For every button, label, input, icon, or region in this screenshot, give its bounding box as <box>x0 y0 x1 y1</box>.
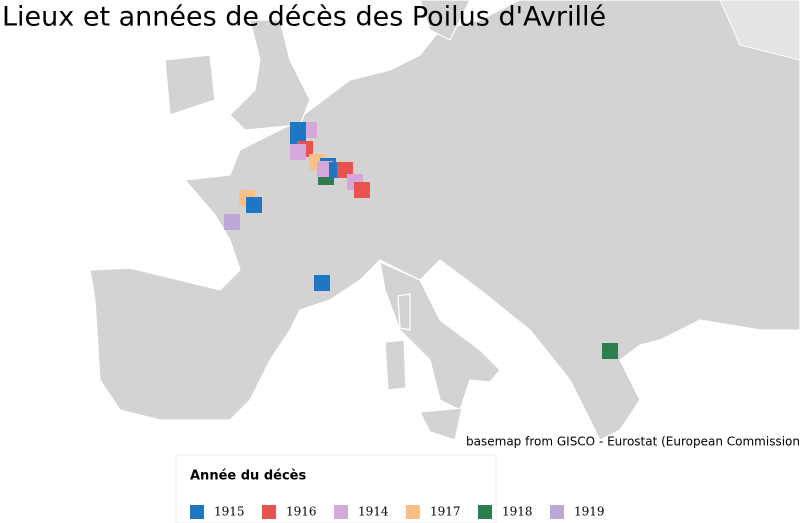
outer-region <box>719 0 800 61</box>
markers <box>224 122 618 359</box>
scandinavia <box>419 0 471 41</box>
location-marker <box>224 214 240 230</box>
sardinia <box>384 339 407 391</box>
corsica <box>397 293 411 331</box>
legend-swatch <box>406 505 420 519</box>
attribution: basemap from GISCO - Eurostat (European … <box>466 435 800 449</box>
legend-label: 1914 <box>358 505 389 519</box>
legend-label: 1917 <box>430 505 461 519</box>
legend-swatch <box>334 505 348 519</box>
map-title: Lieux et années de décès des Poilus d'Av… <box>2 2 606 33</box>
location-marker <box>290 144 306 160</box>
location-marker <box>602 343 618 359</box>
legend-swatch <box>190 505 204 519</box>
location-marker <box>246 197 262 213</box>
legend-label: 1916 <box>286 505 317 519</box>
legend-swatch <box>262 505 276 519</box>
location-marker <box>354 182 370 198</box>
location-marker <box>314 275 330 291</box>
basemap <box>89 0 800 441</box>
sicily <box>419 407 463 441</box>
location-marker <box>290 122 306 138</box>
legend-swatch <box>550 505 564 519</box>
legend-label: 1915 <box>214 505 245 519</box>
great-britain <box>229 19 311 131</box>
continent <box>89 0 800 441</box>
ireland <box>164 54 216 116</box>
legend-items: 1915 1916 1914 1917 1918 1919 <box>190 505 605 519</box>
legend-label: 1919 <box>574 505 605 519</box>
legend-label: 1918 <box>502 505 533 519</box>
legend-title: Année du décès <box>190 469 306 484</box>
legend-swatch <box>478 505 492 519</box>
